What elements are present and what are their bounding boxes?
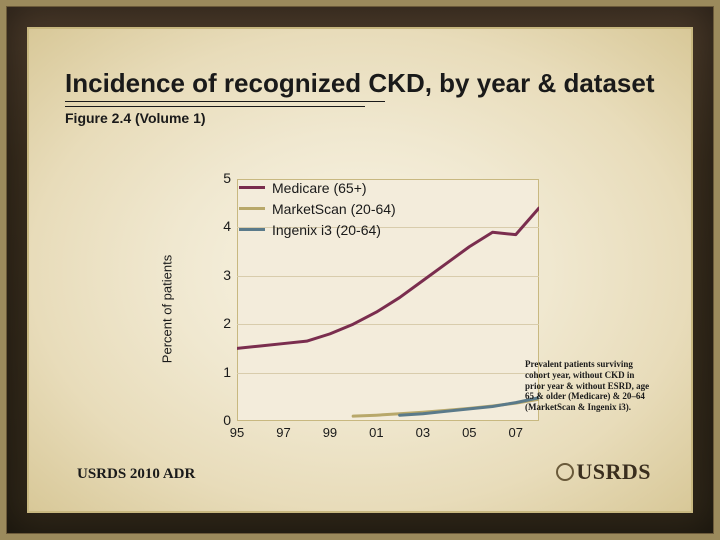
x-tick: 99 xyxy=(323,425,337,440)
y-tick: 5 xyxy=(213,170,231,186)
x-tick: 05 xyxy=(462,425,476,440)
footer-source: USRDS 2010 ADR xyxy=(77,466,195,483)
x-tick: 01 xyxy=(369,425,383,440)
title-rule xyxy=(65,101,385,102)
legend-item: MarketScan (20-64) xyxy=(239,198,396,219)
logo-text: USRDS xyxy=(576,459,651,485)
x-tick: 97 xyxy=(276,425,290,440)
series-line xyxy=(400,398,539,415)
legend: Medicare (65+) MarketScan (20-64) Ingenix … xyxy=(239,177,396,240)
y-tick: 4 xyxy=(213,218,231,234)
legend-swatch xyxy=(239,207,265,210)
logo-icon xyxy=(556,463,574,481)
y-axis-label: Percent of patients xyxy=(160,255,175,363)
legend-label: MarketScan (20-64) xyxy=(272,201,396,217)
footnote: Prevalent patients surviving cohort year… xyxy=(525,359,653,413)
legend-swatch xyxy=(239,228,265,231)
legend-item: Medicare (65+) xyxy=(239,177,396,198)
slide-body: Incidence of recognized CKD, by year & d… xyxy=(27,27,693,513)
x-tick: 95 xyxy=(230,425,244,440)
series-line xyxy=(353,399,539,416)
x-tick: 03 xyxy=(416,425,430,440)
legend-swatch xyxy=(239,186,265,189)
legend-item: Ingenix i3 (20-64) xyxy=(239,219,396,240)
legend-label: Ingenix i3 (20-64) xyxy=(272,222,381,238)
x-tick: 07 xyxy=(509,425,523,440)
outer-frame: Incidence of recognized CKD, by year & d… xyxy=(6,6,714,534)
figure-caption: Figure 2.4 (Volume 1) xyxy=(65,106,365,126)
legend-label: Medicare (65+) xyxy=(272,180,367,196)
slide-title: Incidence of recognized CKD, by year & d… xyxy=(65,69,655,99)
y-tick: 2 xyxy=(213,315,231,331)
y-tick: 3 xyxy=(213,267,231,283)
y-tick: 1 xyxy=(213,364,231,380)
usrds-logo: USRDS xyxy=(556,459,651,485)
y-tick: 0 xyxy=(213,412,231,428)
